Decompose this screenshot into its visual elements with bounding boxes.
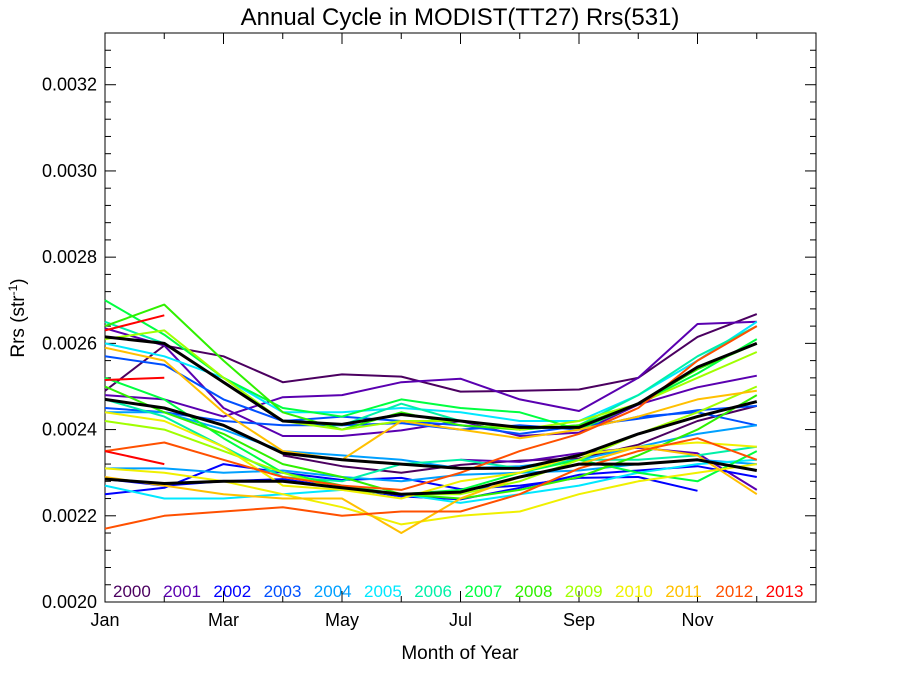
series-line-2004	[105, 411, 757, 470]
x-axis-label: Month of Year	[401, 643, 519, 664]
series-line-2000	[104, 313, 758, 393]
y-tick-label: 0.0030	[42, 161, 97, 181]
series-line-2010	[104, 463, 757, 526]
x-tick-label: May	[325, 610, 359, 630]
legend-item-2012: 2012	[715, 582, 753, 601]
mean-series-line	[104, 397, 758, 470]
legend-item-2003: 2003	[264, 582, 302, 601]
y-axis-label-main: Rrs (str	[8, 295, 29, 358]
series-line-2011	[104, 346, 757, 461]
y-tick-label: 0.0020	[42, 592, 97, 612]
legend-item-2007: 2007	[464, 582, 502, 601]
x-tick-label: Sep	[563, 610, 595, 630]
y-tick-label: 0.0022	[42, 506, 97, 526]
y-tick-label: 0.0024	[42, 420, 97, 440]
legend-item-2009: 2009	[565, 582, 603, 601]
legend-item-2008: 2008	[515, 582, 553, 601]
legend-item-2010: 2010	[615, 582, 653, 601]
mean-series-line	[104, 458, 758, 496]
mean-series-line	[104, 335, 758, 429]
series-line-2008	[104, 385, 758, 500]
series-line-2005	[104, 320, 758, 422]
x-tick-label: Jan	[90, 610, 119, 630]
x-axis-ticks: Jan Mar May Jul Sep Nov	[90, 33, 817, 630]
y-axis-label-superscript: -1	[6, 284, 20, 295]
series-line-2003	[104, 355, 757, 435]
y-tick-label: 0.0028	[42, 247, 97, 267]
series-line-2006	[104, 320, 758, 431]
legend-item-2001: 2001	[163, 582, 201, 601]
y-axis-label-close: )	[8, 278, 29, 284]
x-tick-label: Mar	[208, 610, 239, 630]
legend-item-2002: 2002	[213, 582, 251, 601]
series-line-2013	[104, 314, 165, 332]
series-line-2000	[282, 404, 758, 474]
y-tick-label: 0.0026	[42, 333, 97, 353]
series-line-2013	[104, 450, 165, 466]
legend-item-2005: 2005	[364, 582, 402, 601]
series-line-2013	[104, 376, 165, 381]
series-line-2001	[104, 320, 757, 418]
series-line-2005	[104, 458, 757, 504]
legend-item-2000: 2000	[113, 582, 151, 601]
series-lines	[104, 299, 758, 534]
y-axis-ticks: 0.0020 0.0022 0.0024 0.0026 0.0028 0.0030 0.00…	[42, 32, 816, 612]
series-line-2012	[104, 325, 758, 491]
x-tick-label: Jul	[449, 610, 472, 630]
series-line-2012	[104, 437, 758, 530]
y-tick-label: 0.0032	[42, 75, 97, 95]
legend-item-2006: 2006	[414, 582, 452, 601]
chart-title: Annual Cycle in MODIST(TT27) Rrs(531)	[241, 4, 680, 31]
series-line-2003	[104, 407, 758, 431]
y-axis-label: Rrs (str-1)	[6, 278, 29, 357]
legend-item-2013: 2013	[766, 582, 804, 601]
x-tick-label: Nov	[681, 610, 713, 630]
legend-item-2004: 2004	[314, 582, 352, 601]
legend: 2000 2001 2002 2003 2004 2005 2006 2007 2008 2009…	[113, 582, 803, 601]
series-line-2010	[104, 411, 757, 500]
legend-item-2011: 2011	[665, 582, 702, 601]
